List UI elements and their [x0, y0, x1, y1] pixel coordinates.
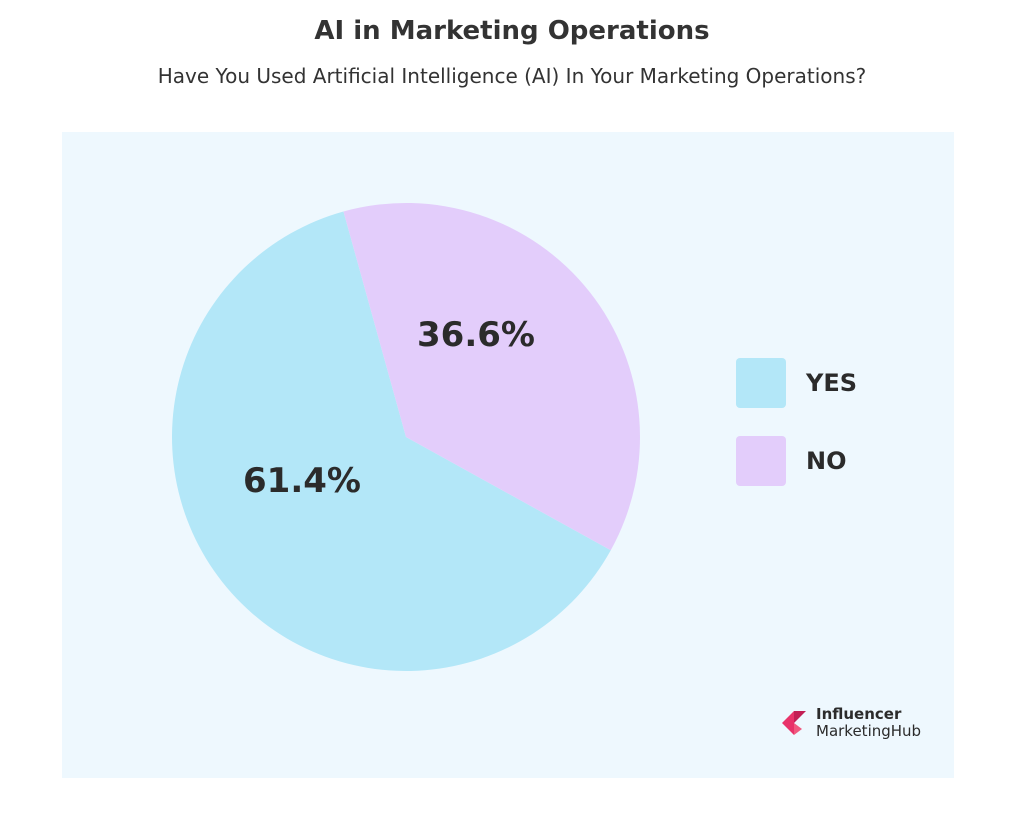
legend-item-yes: YES	[736, 358, 857, 408]
pie-chart: 61.4% 36.6%	[172, 203, 640, 671]
chart-title: AI in Marketing Operations	[314, 16, 710, 46]
slice-label-no: 36.6%	[417, 315, 535, 355]
chart-panel: 61.4% 36.6% YES NO Influencer MarketingHu…	[62, 132, 954, 778]
brand-line1: Influencer	[816, 705, 902, 723]
legend-label-yes: YES	[806, 369, 858, 397]
slice-label-yes: 61.4%	[243, 461, 361, 501]
brand-mark-icon	[782, 711, 806, 735]
legend-item-no: NO	[736, 436, 857, 486]
legend-swatch-yes	[736, 358, 786, 408]
pie-slice-yes	[172, 211, 611, 671]
chart-subtitle: Have You Used Artificial Intelligence (A…	[157, 64, 867, 88]
legend: YES NO	[736, 358, 857, 514]
pie-slice-no	[343, 203, 640, 551]
brand-line2: MarketingHub	[816, 722, 922, 740]
brand-logo: Influencer MarketingHub	[780, 706, 921, 740]
legend-label-no: NO	[806, 447, 847, 475]
legend-swatch-no	[736, 436, 786, 486]
brand-wordmark: Influencer MarketingHub	[816, 706, 921, 740]
